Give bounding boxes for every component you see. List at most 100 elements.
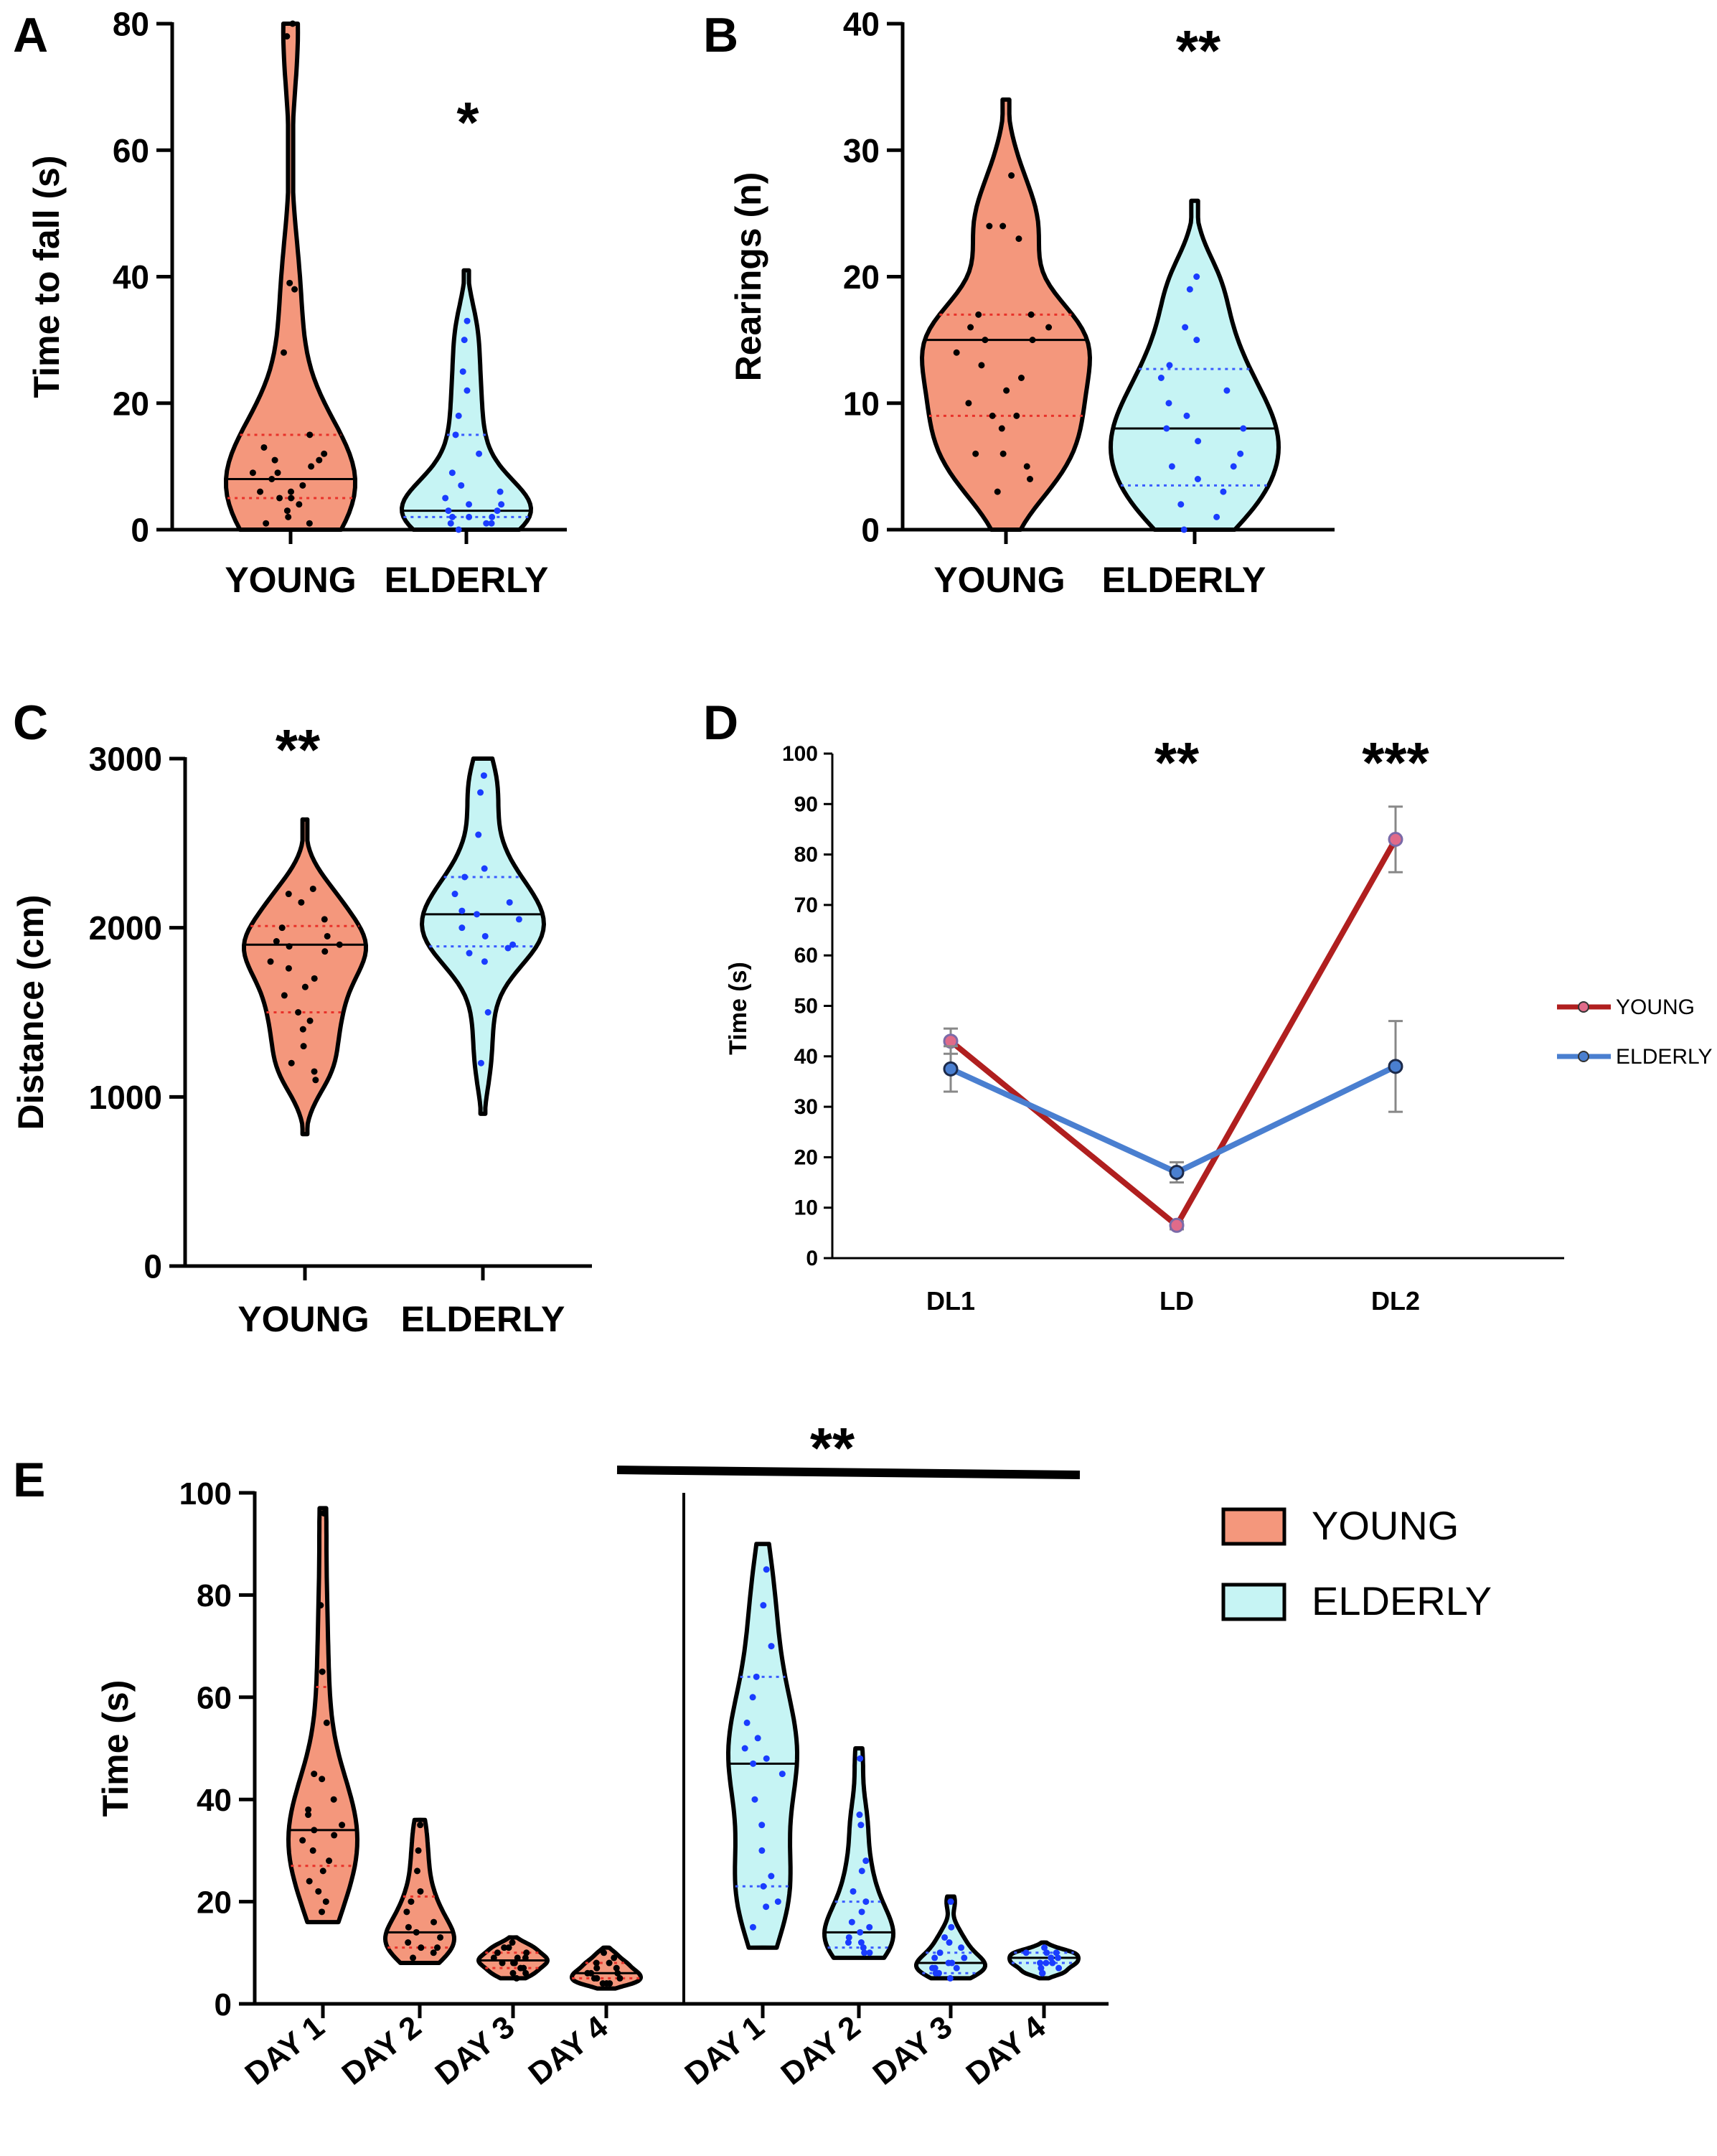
- x-category-label: YOUNG: [225, 560, 356, 600]
- y-tick-label: 100: [179, 1476, 232, 1511]
- data-point: [514, 1954, 521, 1962]
- violin-body: [1109, 198, 1281, 532]
- data-point: [466, 501, 473, 508]
- data-point: [413, 1928, 420, 1936]
- data-point: [994, 488, 1001, 495]
- data-point: [405, 1939, 412, 1946]
- data-point: [274, 469, 281, 477]
- data-point: [1213, 513, 1220, 520]
- data-point: [593, 1959, 600, 1967]
- y-axis-label: Time to fall (s): [27, 155, 67, 398]
- data-point: [856, 1811, 863, 1819]
- data-point: [936, 1949, 944, 1956]
- data-point: [311, 1827, 318, 1834]
- data-point: [276, 495, 283, 502]
- data-point: [741, 1745, 748, 1752]
- data-point: [403, 1908, 410, 1916]
- legend-label: YOUNG: [1616, 995, 1695, 1019]
- data-point: [311, 1068, 318, 1075]
- data-point: [862, 1857, 870, 1865]
- data-point: [309, 1847, 316, 1854]
- data-point: [754, 1735, 761, 1742]
- data-point: [288, 488, 295, 495]
- x-category-label: YOUNG: [237, 1299, 369, 1339]
- data-point: [1053, 1949, 1060, 1956]
- data-point: [497, 488, 504, 495]
- data-point: [308, 463, 315, 470]
- significance-bracket: [616, 1466, 1081, 1479]
- data-point: [452, 431, 459, 439]
- y-tick-label: 20: [843, 258, 880, 296]
- data-point: [415, 1847, 422, 1854]
- data-point: [509, 1969, 517, 1977]
- significance-marker: ***: [1362, 731, 1429, 795]
- x-category-label: DAY 4: [522, 2009, 615, 2092]
- data-point: [1049, 1959, 1056, 1967]
- data-point: [1055, 1954, 1062, 1962]
- y-tick-label: 1000: [89, 1079, 162, 1116]
- data-point: [1055, 1964, 1063, 1972]
- data-point: [1045, 324, 1053, 331]
- y-tick-label: 0: [806, 1247, 818, 1270]
- x-category-label: YOUNG: [933, 560, 1065, 600]
- data-point: [861, 1949, 868, 1956]
- data-point: [437, 1934, 444, 1941]
- data-point: [445, 507, 452, 515]
- data-point: [750, 1760, 757, 1767]
- data-point: [523, 1949, 530, 1956]
- data-point: [461, 873, 469, 881]
- significance-marker: **: [810, 1416, 855, 1480]
- data-point: [758, 1847, 766, 1854]
- violin-body: [242, 817, 368, 1137]
- data-point: [501, 1944, 508, 1951]
- data-point: [1177, 501, 1185, 508]
- legend-label: ELDERLY: [1616, 1045, 1713, 1069]
- violin-C-1: [420, 756, 546, 1116]
- data-point: [285, 891, 292, 898]
- data-point: [322, 1898, 329, 1906]
- data-point: [300, 1043, 307, 1050]
- data-point: [298, 899, 305, 906]
- data-point: [475, 831, 482, 838]
- data-point: [331, 1832, 338, 1839]
- data-point: [286, 279, 293, 286]
- data-point: [459, 368, 466, 375]
- series-line: [949, 1064, 1397, 1176]
- violin-C-0: [242, 817, 368, 1137]
- violin-body: [286, 1506, 359, 1925]
- data-point: [614, 1969, 621, 1977]
- y-tick-label: 60: [794, 944, 818, 967]
- data-point: [417, 1822, 424, 1829]
- data-point: [941, 1934, 949, 1941]
- series-point: [1388, 832, 1403, 848]
- series-point: [1388, 1059, 1403, 1074]
- data-point: [845, 1934, 852, 1941]
- data-point: [758, 1822, 766, 1829]
- data-point: [1193, 337, 1200, 344]
- data-point: [464, 317, 471, 324]
- data-point: [975, 311, 982, 318]
- data-point: [488, 520, 495, 527]
- data-point: [1230, 463, 1237, 470]
- data-point: [461, 337, 468, 344]
- y-tick-label: 20: [197, 1885, 232, 1920]
- data-point: [283, 507, 291, 515]
- data-point: [311, 975, 318, 982]
- data-point: [281, 992, 288, 999]
- x-category-label: DAY 1: [679, 2009, 771, 2091]
- x-category-label: DAY 3: [429, 2009, 521, 2091]
- series-point: [1169, 1217, 1185, 1233]
- y-tick-label: 80: [197, 1578, 232, 1613]
- data-point: [484, 1009, 491, 1016]
- data-point: [751, 1796, 758, 1803]
- data-point: [408, 1898, 415, 1906]
- y-tick-label: 50: [794, 995, 818, 1018]
- y-axis-label: Distance (cm): [11, 895, 51, 1130]
- data-point: [430, 1949, 437, 1956]
- data-point: [271, 456, 278, 464]
- data-point: [1166, 362, 1173, 369]
- data-point: [477, 1059, 484, 1067]
- data-point: [317, 1602, 324, 1609]
- data-point: [481, 958, 488, 965]
- data-point: [972, 450, 979, 457]
